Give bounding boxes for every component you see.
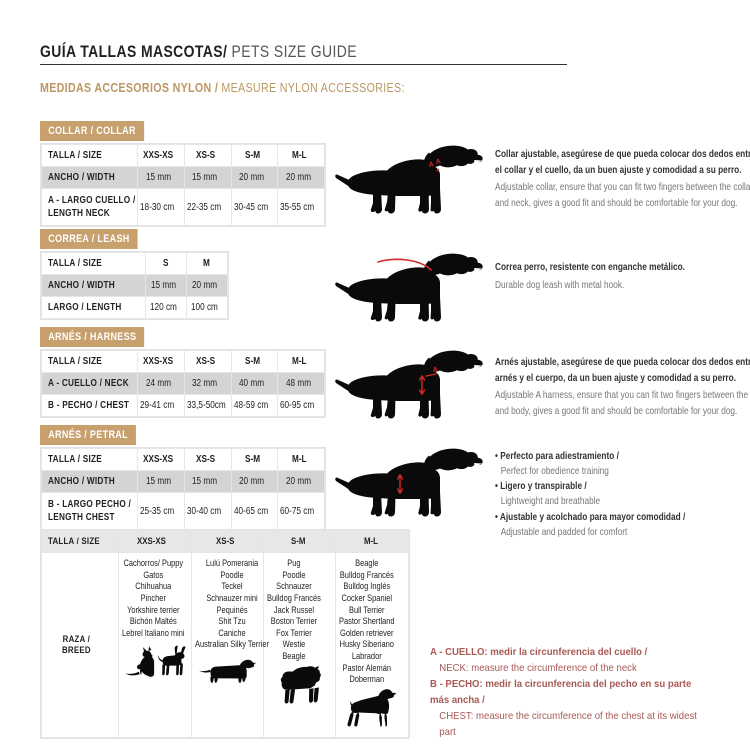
svg-text:A: A bbox=[435, 158, 441, 166]
svg-text:A: A bbox=[432, 366, 438, 374]
svg-text:A: A bbox=[428, 161, 434, 169]
